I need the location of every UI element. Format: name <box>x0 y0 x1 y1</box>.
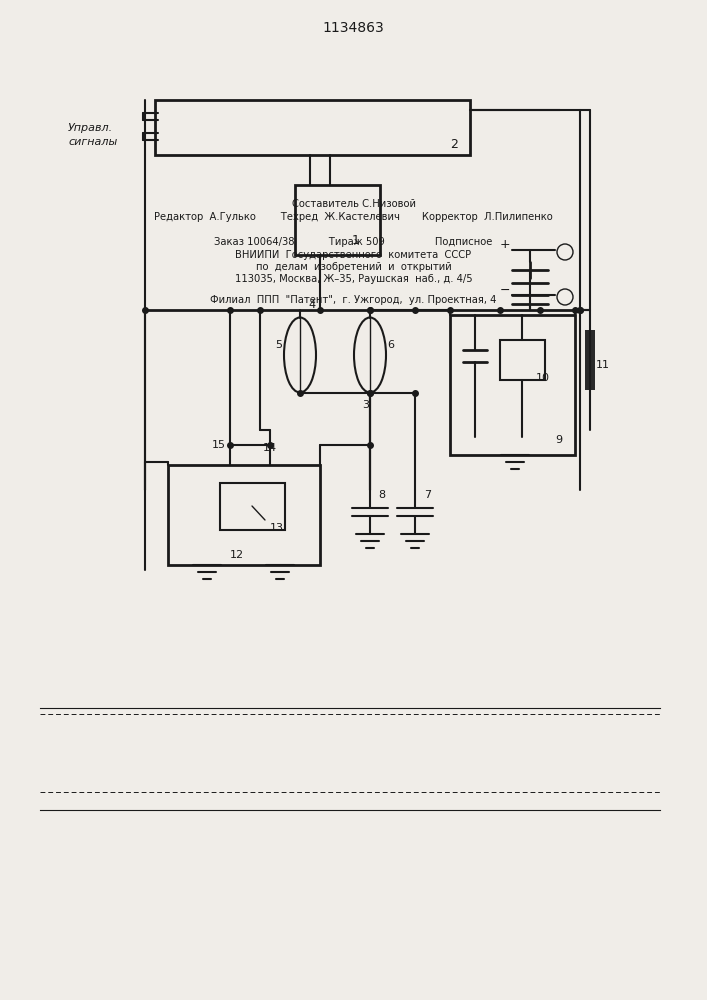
Bar <box>500 340 545 380</box>
Text: 12: 12 <box>230 550 244 560</box>
Text: +: + <box>500 238 510 251</box>
Text: Заказ 10064/38           Тираж 509                Подписное: Заказ 10064/38 Тираж 509 Подписное <box>214 237 493 247</box>
Text: 15: 15 <box>212 440 226 450</box>
Text: 14: 14 <box>263 443 277 453</box>
Bar <box>295 185 380 255</box>
Text: 7: 7 <box>424 490 431 500</box>
Text: 113035, Москва, Ж–35, Раушская  наб., д. 4/5: 113035, Москва, Ж–35, Раушская наб., д. … <box>235 274 472 284</box>
Text: 1134863: 1134863 <box>322 21 385 35</box>
Bar <box>585 330 595 390</box>
Text: Управл.: Управл. <box>68 123 113 133</box>
Text: 1: 1 <box>352 233 360 246</box>
Text: Редактор  А.Гулько        Техред  Ж.Кастелевич       Корректор  Л.Пилипенко: Редактор А.Гулько Техред Ж.Кастелевич Ко… <box>154 212 553 222</box>
Text: 3: 3 <box>362 400 369 410</box>
Text: Филиал  ППП  "Патент",  г. Ужгород,  ул. Проектная, 4: Филиал ППП "Патент", г. Ужгород, ул. Про… <box>210 295 497 305</box>
Bar <box>220 483 285 530</box>
Text: 6: 6 <box>387 340 394 350</box>
Text: Составитель С.Низовой: Составитель С.Низовой <box>291 199 416 209</box>
Text: 10: 10 <box>536 373 550 383</box>
Text: 2: 2 <box>450 138 458 151</box>
Text: 9: 9 <box>555 435 562 445</box>
Text: по  делам  изобретений  и  открытий: по делам изобретений и открытий <box>256 262 451 272</box>
Text: 11: 11 <box>596 360 610 370</box>
Bar <box>155 100 470 155</box>
Bar <box>168 465 320 565</box>
Text: 5: 5 <box>275 340 282 350</box>
Bar <box>450 315 575 455</box>
Text: ВНИИПИ  Государственного  комитета  СССР: ВНИИПИ Государственного комитета СССР <box>235 250 472 260</box>
Text: сигналы: сигналы <box>68 137 117 147</box>
Text: 8: 8 <box>378 490 385 500</box>
Text: −: − <box>500 284 510 296</box>
Text: 4: 4 <box>308 300 315 310</box>
Text: 13: 13 <box>270 523 284 533</box>
